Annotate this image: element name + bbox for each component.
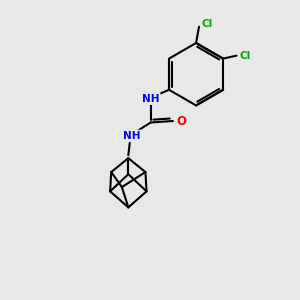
Text: NH: NH [122,131,140,141]
Text: NH: NH [142,94,159,104]
Text: Cl: Cl [202,19,213,29]
Text: O: O [177,115,187,128]
Text: Cl: Cl [240,51,251,61]
